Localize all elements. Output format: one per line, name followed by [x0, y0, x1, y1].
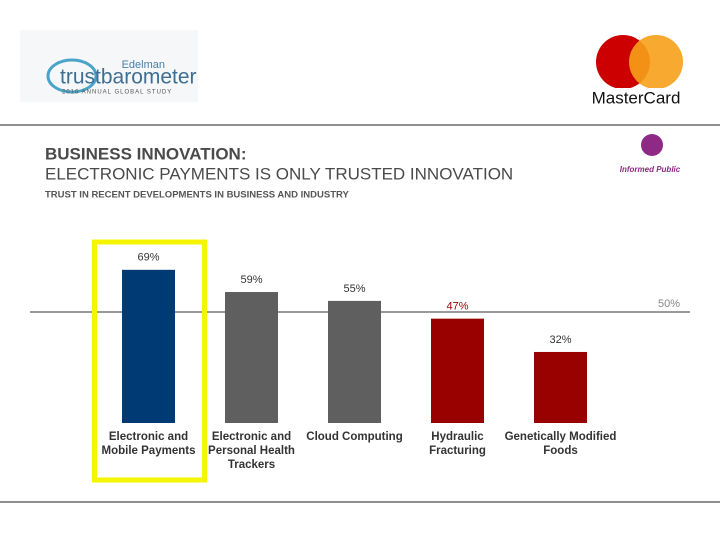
bar [431, 318, 484, 423]
logo-swoosh [46, 58, 98, 94]
mc-band [582, 88, 692, 110]
highlight-box [92, 239, 207, 483]
edelman: Edelman [122, 59, 165, 71]
trustbarometer: trustbarometer [60, 66, 197, 89]
value-label: 47% [446, 301, 468, 313]
badge: Informed Public [620, 165, 681, 174]
study: 2016 ANNUAL GLOBAL STUDY [62, 90, 172, 96]
logo-bg [20, 30, 198, 102]
category-label: Genetically Modified Foods [504, 431, 617, 457]
bar [328, 300, 381, 423]
value-label: 55% [343, 283, 365, 295]
category-label: Electronic and Personal Health Trackers [208, 431, 295, 471]
category-label: Cloud Computing [306, 431, 403, 443]
brand: MasterCard [592, 88, 681, 107]
value-label: 69% [137, 252, 159, 264]
mc-circle-orange [629, 35, 683, 89]
value-label: 32% [549, 334, 571, 346]
title: BUSINESS INNOVATION: [45, 144, 247, 163]
caption: TRUST IN RECENT DEVELOPMENTS IN BUSINESS… [45, 190, 350, 201]
category-label: Hydraulic Fracturing [429, 431, 486, 457]
value-label: 59% [240, 274, 262, 286]
badge-icon [641, 134, 663, 156]
bar [225, 292, 278, 423]
subtitle: ELECTRONIC PAYMENTS IS ONLY TRUSTED INNO… [45, 164, 513, 183]
category-label: Electronic and Mobile Payments [101, 431, 196, 457]
bar [534, 351, 587, 423]
bar [122, 269, 175, 423]
reference-label: 50% [658, 298, 680, 310]
